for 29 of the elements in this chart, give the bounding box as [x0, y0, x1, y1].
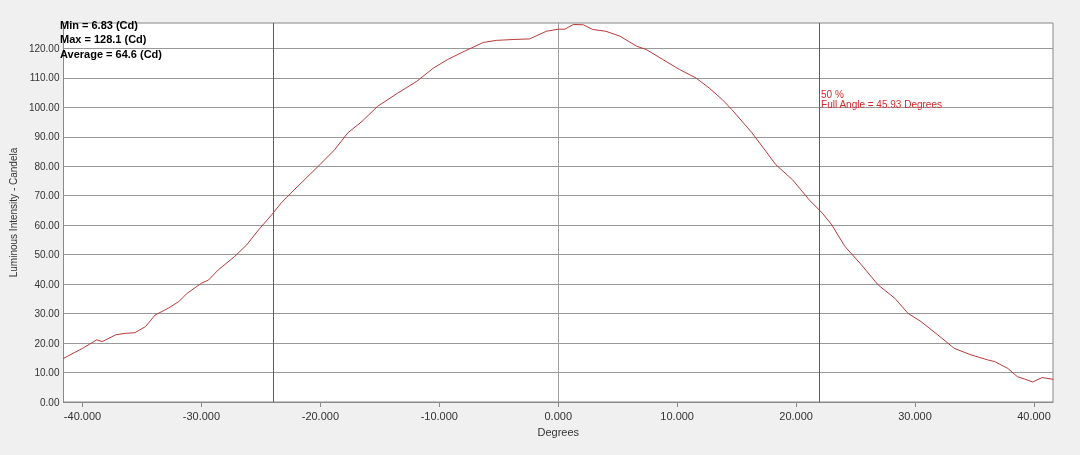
- x-tick-label: -30.000: [182, 409, 221, 422]
- annotation: Average = 64.6 (Cd): [60, 47, 163, 60]
- y-tick-label: 20.00: [34, 337, 60, 349]
- y-axis-title: Luminous Intensity - Candela: [7, 147, 19, 278]
- y-tick-label: 80.00: [34, 160, 60, 172]
- y-tick-label: 70.00: [34, 190, 60, 202]
- x-tick-label: 40.000: [1017, 409, 1051, 422]
- y-tick-label: 100.00: [28, 101, 60, 113]
- y-tick-label: 50.00: [34, 249, 60, 261]
- x-tick-label: -20.000: [301, 409, 340, 422]
- y-tick-label: 30.00: [34, 308, 60, 320]
- y-tick-label: 0.00: [40, 396, 60, 408]
- x-tick-label: 10.000: [660, 409, 694, 422]
- annotation: 50 % Full Angle = 45.93 Degrees: [821, 89, 942, 111]
- y-tick-label: 10.00: [34, 367, 60, 379]
- y-tick-label: 60.00: [34, 219, 60, 231]
- y-tick-label: 40.00: [34, 278, 60, 290]
- annotation: Min = 6.83 (Cd): [60, 18, 139, 31]
- y-tick-label: 120.00: [28, 42, 60, 54]
- x-tick-label: -40.000: [63, 409, 102, 422]
- y-tick-label: 90.00: [34, 131, 60, 143]
- y-tick-label: 110.00: [29, 72, 60, 84]
- x-tick-label: -10.000: [420, 409, 458, 422]
- x-tick-label: 0.000: [544, 409, 573, 422]
- line-series: [62, 23, 1054, 383]
- x-tick-label: 30.000: [898, 409, 932, 422]
- x-tick-label: 20.000: [779, 409, 813, 422]
- x-axis-title: Degrees: [537, 425, 580, 438]
- annotation: Max = 128.1 (Cd): [60, 33, 147, 45]
